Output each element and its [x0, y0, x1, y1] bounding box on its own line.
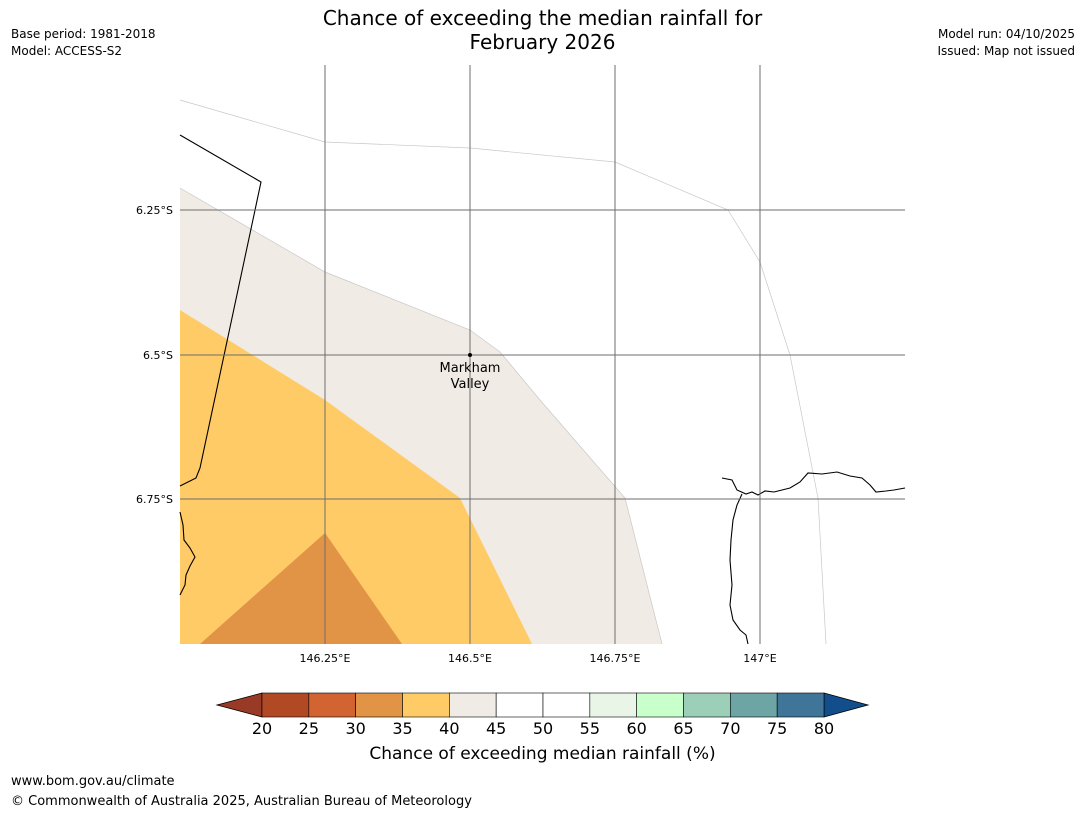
place-label-line2: Valley	[451, 377, 490, 392]
colorbar-segment	[776, 692, 825, 718]
meta-left: Base period: 1981-2018 Model: ACCESS-S2	[11, 26, 156, 60]
colorbar-segment	[308, 692, 356, 718]
colorbar-tick-label: 80	[814, 719, 834, 738]
colorbar-segment	[449, 692, 497, 718]
base-period: Base period: 1981-2018	[11, 27, 156, 41]
colorbar-tick-label: 60	[626, 719, 646, 738]
colorbar-tick-label: 40	[439, 719, 459, 738]
issued-status: Issued: Map not issued	[937, 44, 1075, 58]
colorbar-tick-label: 30	[345, 719, 365, 738]
colorbar-label: Chance of exceeding median rainfall (%)	[369, 744, 716, 764]
lon-label-146-25: 146.25°E	[300, 652, 351, 665]
map-title: Chance of exceeding the median rainfall …	[0, 6, 1085, 54]
lon-label-147: 147°E	[743, 652, 776, 665]
probability-zones	[180, 188, 662, 644]
zone-35-40	[180, 310, 532, 644]
coastlines	[179, 134, 906, 645]
colorbar-segment	[683, 692, 731, 718]
meta-right: Model run: 04/10/2025 Issued: Map not is…	[937, 26, 1075, 60]
colorbar-tick-label: 75	[767, 719, 787, 738]
title-line-1: Chance of exceeding the median rainfall …	[322, 6, 763, 30]
lat-label-6-75: 6.75°S	[136, 493, 173, 506]
border-line-west	[179, 134, 262, 487]
coastline-west	[179, 511, 196, 596]
colorbar-segment	[495, 692, 544, 718]
zone-30-35	[200, 533, 402, 644]
place-label-line1: Markham	[440, 361, 501, 376]
coastline-east	[721, 471, 906, 496]
colorbar-segment	[589, 692, 637, 718]
colorbar-tick-label: 55	[580, 719, 600, 738]
colorbar-extend-low	[215, 692, 263, 718]
lon-label-146-75: 146.75°E	[590, 652, 641, 665]
colorbar-segment	[730, 692, 778, 718]
footer-url[interactable]: www.bom.gov.au/climate	[11, 774, 175, 789]
colorbar-extend-high	[823, 692, 870, 718]
model-name: Model: ACCESS-S2	[11, 44, 123, 58]
colorbar-segment	[636, 692, 684, 718]
lat-label-6-5: 6.5°S	[143, 349, 173, 362]
lon-label-146-5: 146.5°E	[448, 652, 492, 665]
colorbar-segment	[542, 692, 591, 718]
colorbar-tick-label: 20	[252, 719, 272, 738]
colorbar-tick-label: 35	[392, 719, 412, 738]
title-line-2: February 2026	[469, 30, 616, 54]
colorbar-tick-label: 50	[533, 719, 553, 738]
place-marker	[468, 353, 472, 357]
colorbar-segment	[261, 692, 310, 718]
colorbar-segment	[355, 692, 403, 718]
colorbar-tick-label: 45	[486, 719, 506, 738]
lat-label-6-25: 6.25°S	[136, 204, 173, 217]
colorbar: 20 25 30 35 40 45 50 55 60 65 70 75 80	[215, 692, 870, 738]
footer-copyright: © Commonwealth of Australia 2025, Austra…	[11, 794, 472, 809]
coastline-east-south	[729, 493, 749, 645]
model-run: Model run: 04/10/2025	[937, 27, 1075, 41]
colorbar-segment	[402, 692, 450, 718]
colorbar-tick-label: 65	[673, 719, 693, 738]
colorbar-tick-label: 70	[720, 719, 740, 738]
colorbar-tick-label: 25	[299, 719, 319, 738]
